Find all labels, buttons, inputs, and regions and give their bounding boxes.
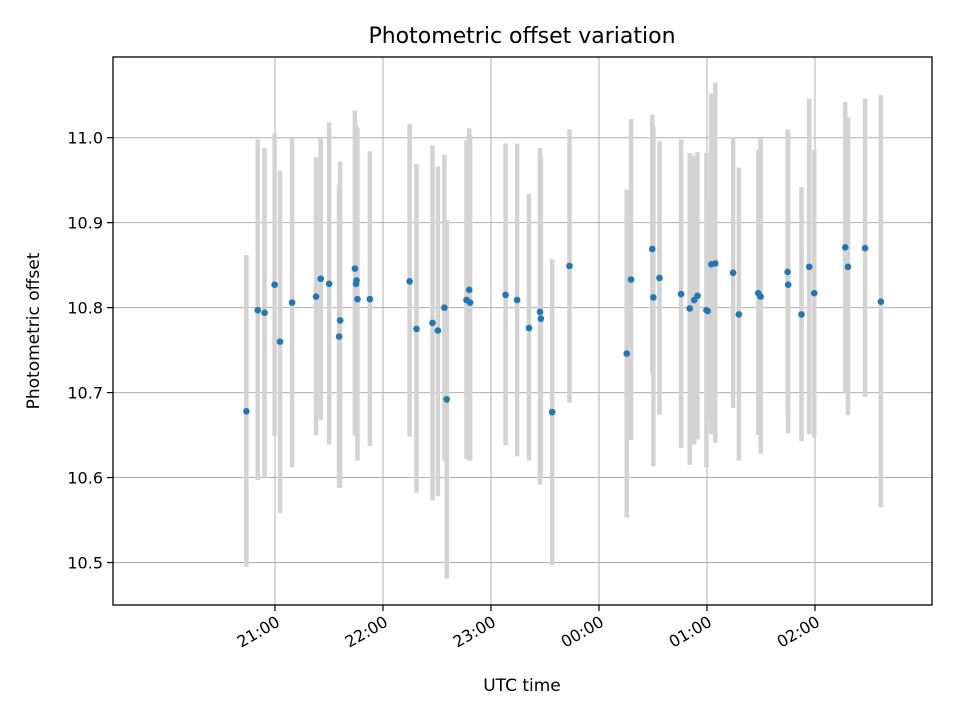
data-point — [704, 307, 712, 315]
data-point — [406, 277, 413, 285]
data-point — [261, 309, 268, 317]
data-point — [429, 319, 436, 327]
data-point — [648, 245, 656, 253]
data-point — [336, 317, 344, 324]
data-point — [465, 286, 473, 294]
data-point — [312, 293, 320, 300]
data-point — [335, 333, 343, 340]
data-point — [354, 295, 361, 303]
data-point — [441, 304, 448, 311]
data-point — [656, 274, 663, 282]
data-point — [254, 306, 262, 314]
data-point — [711, 260, 719, 267]
y-axis-label: Photometric offset — [24, 252, 44, 409]
data-point — [276, 338, 284, 345]
data-points — [243, 244, 885, 416]
data-point — [413, 325, 420, 333]
data-point — [317, 275, 325, 283]
data-point — [623, 350, 631, 357]
data-point — [434, 327, 442, 334]
y-tick-label: 10.6 — [67, 469, 103, 488]
data-point — [466, 299, 474, 306]
data-point — [243, 407, 250, 415]
data-point — [861, 244, 869, 252]
data-point — [810, 289, 818, 297]
data-point — [288, 299, 296, 306]
data-point — [525, 324, 533, 332]
data-point — [735, 311, 743, 318]
data-point — [366, 295, 374, 303]
data-point — [805, 263, 813, 271]
data-point — [694, 292, 701, 300]
data-point — [877, 298, 885, 305]
plot-frame — [112, 56, 933, 606]
y-tick-label: 10.5 — [67, 554, 103, 573]
chart-title: Photometric offset variation — [368, 24, 675, 49]
data-point — [537, 315, 545, 322]
data-point — [353, 277, 360, 284]
data-point — [325, 280, 333, 288]
data-point — [443, 396, 451, 403]
data-point — [841, 244, 849, 251]
x-axis-label: UTC time — [483, 676, 561, 696]
y-axis-ticks: 10.5 10.6 10.7 10.8 10.9 11.0 — [67, 129, 113, 573]
data-point — [351, 265, 359, 272]
data-point — [548, 408, 556, 416]
data-point — [686, 305, 694, 312]
data-point — [784, 268, 791, 276]
data-point — [844, 263, 852, 271]
data-point — [757, 293, 764, 300]
data-point — [627, 276, 635, 283]
data-point — [502, 291, 509, 299]
data-point — [798, 311, 805, 318]
y-tick-label: 10.8 — [67, 299, 103, 318]
data-point — [566, 262, 573, 270]
grid-lines — [113, 57, 932, 605]
y-tick-label: 10.9 — [67, 214, 103, 233]
data-point — [784, 281, 792, 288]
y-tick-label: 10.7 — [67, 384, 103, 403]
data-point — [536, 308, 544, 316]
data-point — [513, 296, 521, 304]
data-point — [729, 269, 737, 277]
data-point — [271, 281, 278, 288]
data-point — [650, 294, 657, 301]
y-tick-label: 11.0 — [67, 129, 103, 148]
data-point — [677, 290, 685, 298]
